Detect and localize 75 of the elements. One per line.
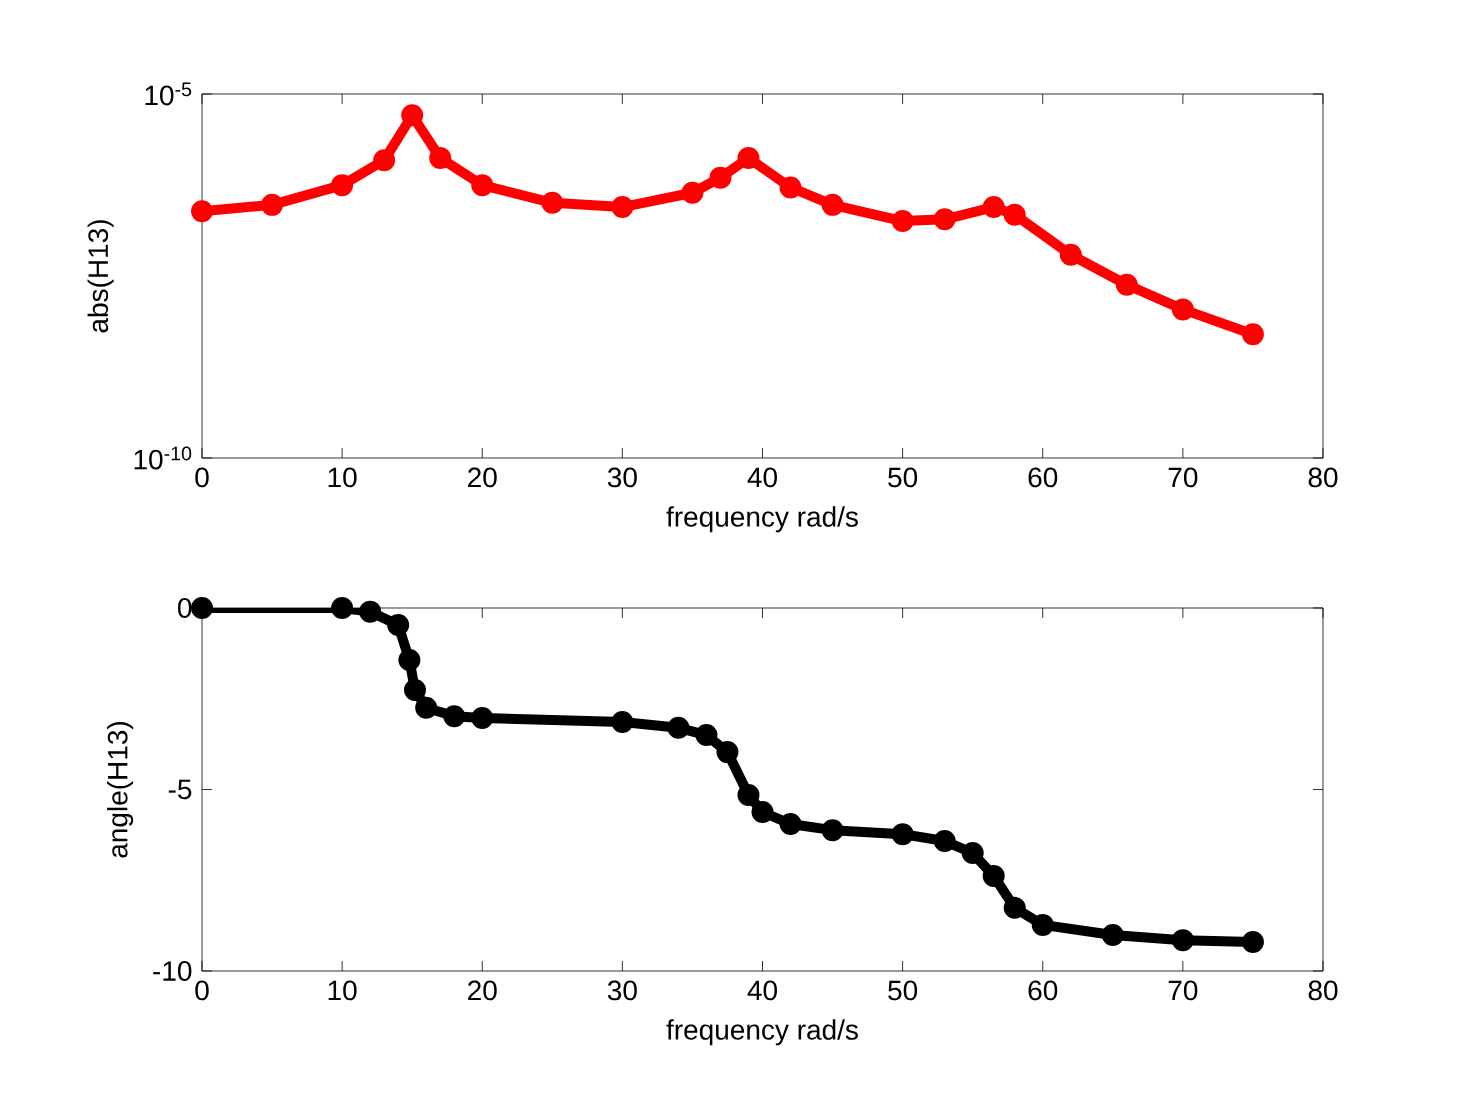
x-tick-label: 40 bbox=[747, 980, 777, 1001]
point bbox=[891, 210, 914, 233]
point bbox=[191, 200, 213, 223]
point bbox=[471, 174, 494, 197]
x-axis-title: frequency rad/s bbox=[666, 1019, 858, 1046]
point bbox=[751, 801, 774, 823]
y-tick-label: -5 bbox=[168, 779, 192, 800]
x-tick-label: 10 bbox=[328, 467, 357, 488]
point bbox=[933, 830, 956, 853]
x-tick-label: 70 bbox=[1168, 467, 1198, 488]
point bbox=[541, 191, 564, 214]
point bbox=[1003, 203, 1026, 226]
point bbox=[611, 196, 634, 219]
x-tick-label: 80 bbox=[1308, 980, 1338, 1001]
point bbox=[373, 149, 396, 172]
y-tick-label: 0 bbox=[178, 598, 192, 618]
point bbox=[779, 812, 802, 835]
point bbox=[401, 104, 424, 127]
y-axis-title: abs(H13) bbox=[87, 220, 114, 333]
point bbox=[1115, 273, 1138, 296]
point bbox=[961, 842, 984, 865]
point bbox=[821, 819, 844, 842]
point bbox=[191, 597, 213, 619]
point bbox=[737, 147, 760, 170]
y-axis-title: angle(H13) bbox=[107, 722, 134, 858]
point bbox=[359, 600, 382, 623]
point bbox=[1031, 913, 1054, 936]
point bbox=[933, 208, 956, 231]
point bbox=[387, 614, 410, 637]
x-tick-label: 30 bbox=[607, 467, 637, 488]
point bbox=[611, 710, 634, 733]
point bbox=[1171, 929, 1194, 952]
point bbox=[1241, 323, 1264, 346]
y-tick-label: -10 bbox=[153, 961, 192, 981]
x-tick-label: 30 bbox=[607, 980, 637, 1001]
point bbox=[821, 193, 844, 216]
point bbox=[779, 176, 802, 199]
point bbox=[415, 696, 438, 719]
point bbox=[709, 166, 732, 189]
point bbox=[695, 724, 718, 747]
x-axis-title: frequency rad/s bbox=[666, 506, 858, 533]
point bbox=[429, 147, 452, 170]
point bbox=[681, 181, 704, 204]
x-tick-label: 20 bbox=[468, 467, 497, 488]
point bbox=[982, 864, 1005, 887]
x-tick-label: 70 bbox=[1168, 980, 1198, 1001]
point bbox=[331, 174, 354, 197]
y-tick-label: 10$^{-10}$ bbox=[134, 446, 192, 470]
point bbox=[891, 823, 914, 846]
x-tick-label: 20 bbox=[468, 980, 497, 1001]
point bbox=[1101, 924, 1124, 947]
point bbox=[1241, 930, 1264, 953]
x-tick-label: 0 bbox=[195, 467, 209, 488]
point bbox=[398, 648, 421, 671]
point bbox=[403, 679, 426, 702]
x-tick-label: 60 bbox=[1028, 467, 1058, 488]
point bbox=[261, 193, 284, 216]
x-tick-label: 50 bbox=[888, 467, 918, 488]
point bbox=[737, 783, 760, 806]
x-tick-label: 10 bbox=[328, 980, 357, 1001]
point bbox=[1003, 896, 1026, 919]
x-tick-label: 0 bbox=[195, 980, 209, 1001]
point bbox=[982, 196, 1005, 219]
x-tick-label: 80 bbox=[1308, 467, 1338, 488]
point bbox=[667, 716, 690, 739]
point bbox=[331, 597, 354, 619]
x-tick-label: 60 bbox=[1028, 980, 1058, 1001]
point bbox=[716, 741, 739, 764]
point bbox=[471, 706, 494, 729]
y-tick-label: 10$^{-5}$ bbox=[145, 82, 192, 106]
x-tick-label: 40 bbox=[747, 467, 777, 488]
point bbox=[1059, 243, 1082, 266]
point bbox=[443, 705, 466, 728]
point bbox=[1171, 298, 1194, 321]
x-tick-label: 50 bbox=[888, 980, 918, 1001]
